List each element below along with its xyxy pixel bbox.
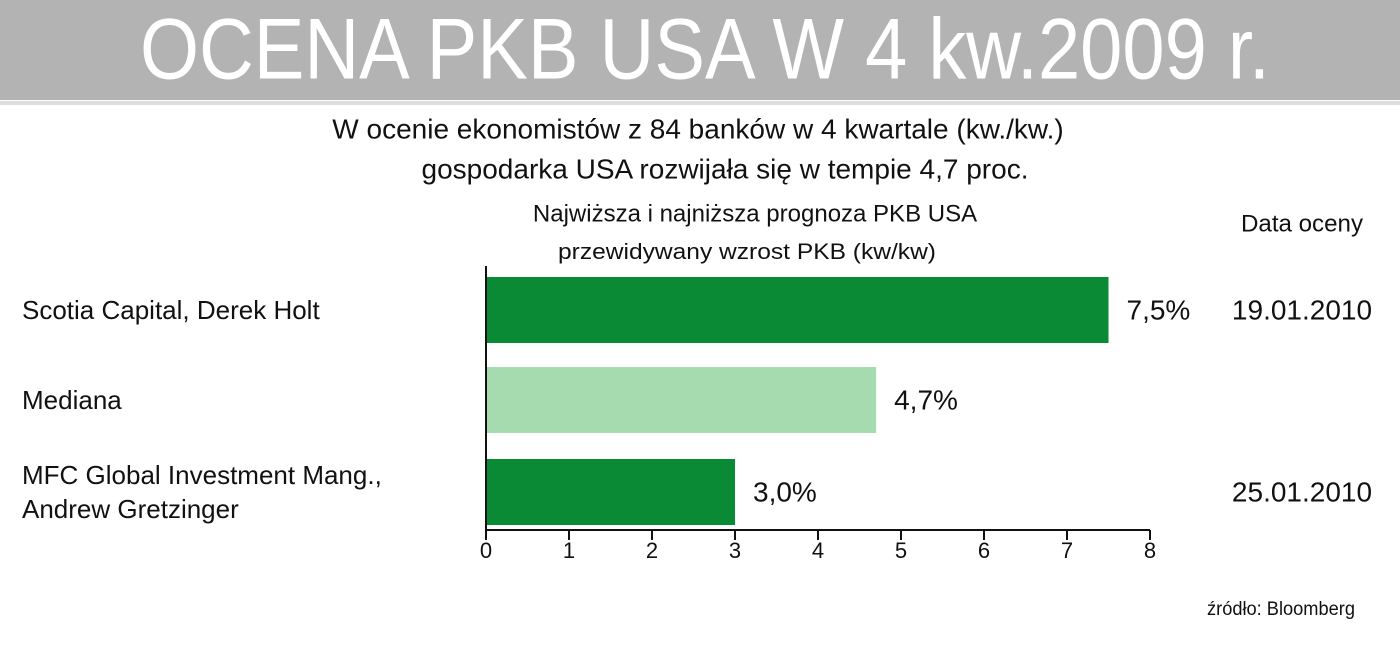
date-label: 25.01.2010 <box>1232 476 1372 507</box>
title-band <box>0 0 1400 100</box>
axis-label: przewidywany wzrost PKB (kw/kw) <box>558 239 936 264</box>
x-tick-label: 5 <box>895 538 907 563</box>
category-label: Scotia Capital, Derek Holt <box>22 295 320 325</box>
x-tick-label: 3 <box>729 538 741 563</box>
x-tick-label: 0 <box>480 538 492 563</box>
bar <box>486 367 877 433</box>
source: źródło: Bloomberg <box>1207 599 1355 620</box>
x-tick-label: 8 <box>1144 538 1156 563</box>
chart-subtitle: Najwiższa i najniższa prognoza PKB USA <box>533 200 977 227</box>
chart-title: OCENA PKB USA W 4 kw.2009 r. <box>140 2 1270 98</box>
date-header: Data oceny <box>1241 210 1363 237</box>
x-tick-label: 7 <box>1061 538 1073 563</box>
value-label: 3,0% <box>753 476 817 507</box>
category-label: MFC Global Investment Mang., Andrew Gret… <box>22 460 382 524</box>
value-label: 7,5% <box>1127 294 1191 325</box>
bar <box>486 459 735 525</box>
x-tick-label: 2 <box>646 538 658 563</box>
subtitle: W ocenie ekonomistów z 84 banków w 4 kwa… <box>332 113 1063 144</box>
x-tick-label: 6 <box>978 538 990 563</box>
x-tick-label: 1 <box>563 538 575 563</box>
x-tick-label: 4 <box>812 538 824 563</box>
category-label: Mediana <box>22 385 122 415</box>
value-label: 4,7% <box>894 384 958 415</box>
date-label: 19.01.2010 <box>1232 294 1372 325</box>
bar <box>486 277 1109 343</box>
subtitle: gospodarka USA rozwijała się w tempie 4,… <box>422 153 1029 184</box>
